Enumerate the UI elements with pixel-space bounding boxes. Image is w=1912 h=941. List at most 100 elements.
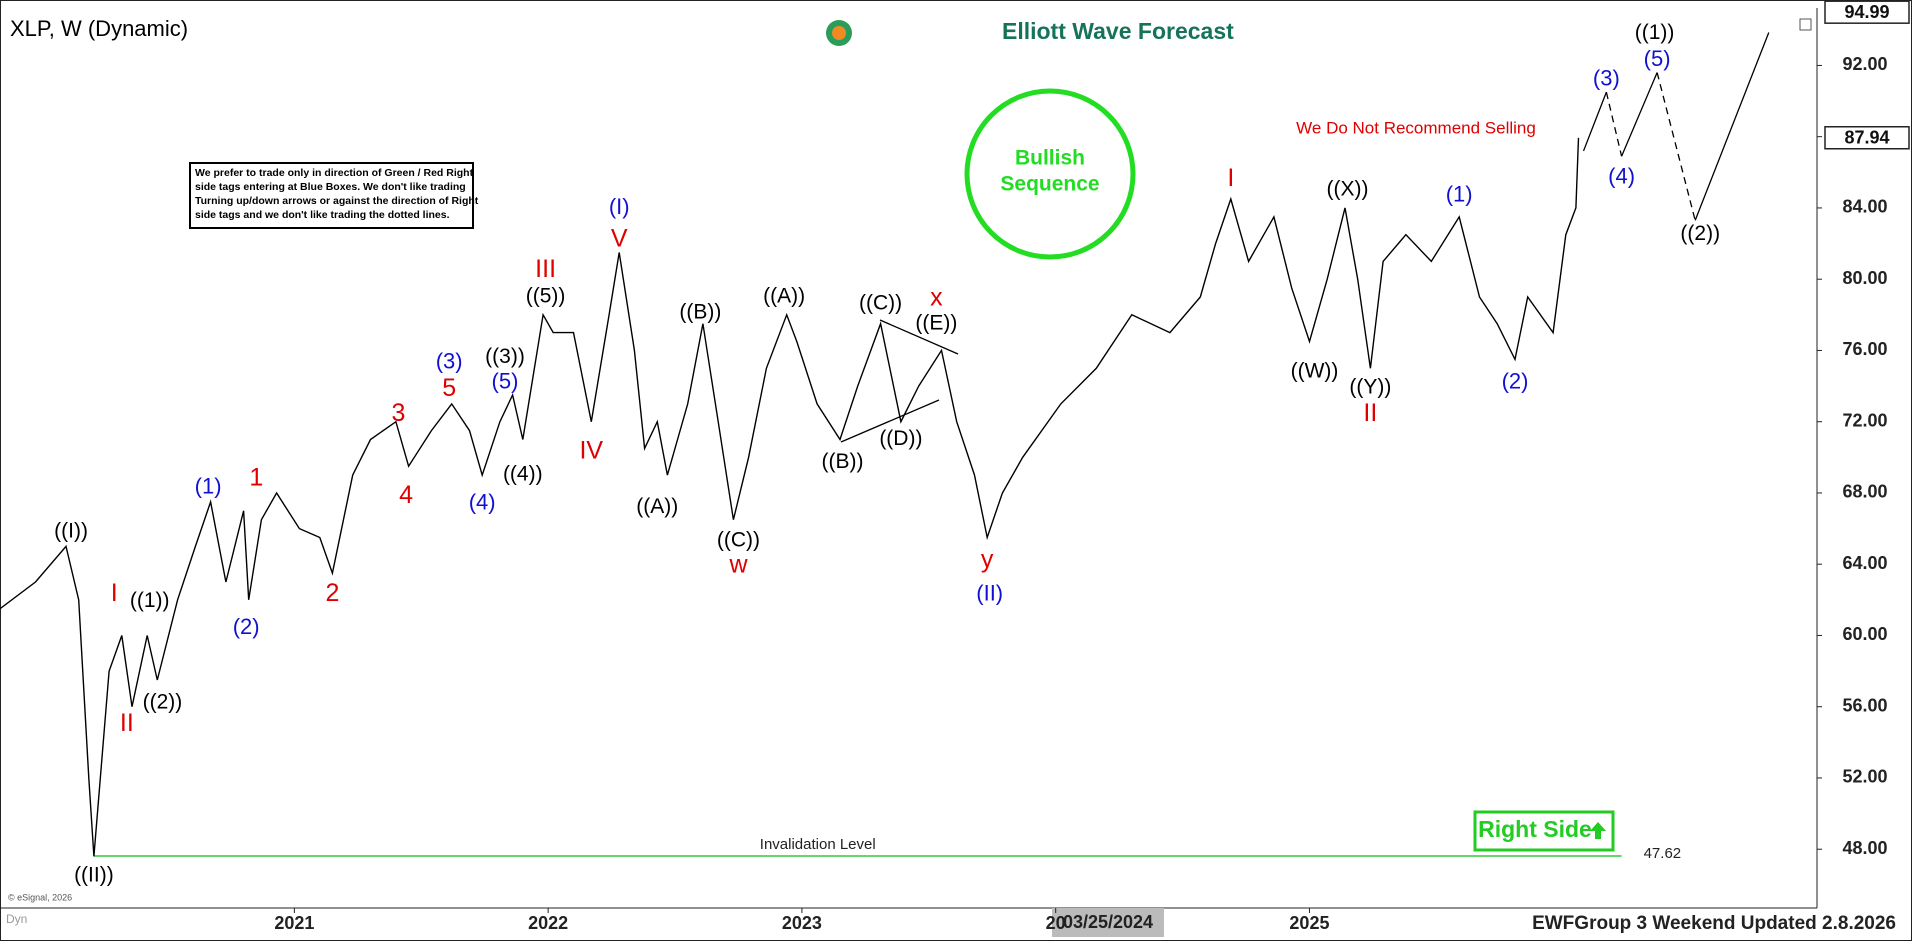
disclaimer-line: We prefer to trade only in direction of … (195, 167, 474, 179)
y-tick-label: 72.00 (1842, 410, 1887, 430)
logo-icon-core (832, 26, 846, 40)
wave-label: 1 (249, 463, 263, 491)
price-box-label: 94.99 (1844, 2, 1889, 22)
y-tick-label: 52.00 (1842, 767, 1887, 787)
wave-label: (4) (469, 489, 496, 514)
wave-label: 3 (391, 399, 405, 427)
dyn-label: Dyn (6, 912, 27, 926)
wave-label: ((Y)) (1349, 375, 1391, 398)
disclaimer-box: We prefer to trade only in direction of … (189, 162, 479, 229)
price-box (1824, 126, 1910, 150)
wave-label: (1) (1446, 181, 1473, 206)
wave-label: 4 (399, 481, 413, 509)
x-tick-label: 2021 (274, 913, 314, 933)
wave-label: IV (579, 437, 603, 465)
wave-label: ((X)) (1327, 178, 1369, 201)
triangle-line (879, 319, 959, 355)
y-tick-label: 68.00 (1842, 482, 1887, 502)
wave-label: (2) (233, 614, 260, 639)
wave-label: III (535, 255, 556, 283)
wave-label: 2 (325, 579, 339, 607)
wave-label: (I) (609, 194, 630, 219)
disclaimer-line: side tags entering at Blue Boxes. We don… (195, 181, 466, 193)
chart-title: XLP, W (Dynamic) (10, 16, 188, 41)
wave-label: ((E)) (915, 311, 957, 334)
x-tick-label: 2025 (1289, 913, 1329, 933)
bullish-text: Sequence (1000, 173, 1099, 196)
projection-segment (1620, 72, 1658, 157)
disclaimer-line: Turning up/down arrows or against the di… (195, 195, 479, 207)
price-box (1824, 0, 1910, 24)
bullish-circle (964, 88, 1136, 260)
x-tick-label: 20 (1046, 913, 1066, 933)
y-tick-label: 76.00 (1842, 339, 1887, 359)
wave-label: V (611, 225, 628, 253)
wave-label: (2) (1502, 368, 1529, 393)
wave-label: x (930, 283, 943, 311)
wave-label: 5 (442, 374, 456, 402)
invalidation-label: Invalidation Level (760, 836, 876, 853)
y-tick-label: 92.00 (1842, 54, 1887, 74)
wave-label: II (120, 709, 134, 737)
x-tick-label: 2023 (782, 913, 822, 933)
wave-label: (3) (436, 349, 463, 374)
wave-label: (5) (1644, 46, 1671, 71)
projection-segment (1656, 72, 1696, 221)
disclaimer-line: side tags and we don't like trading the … (195, 209, 450, 221)
triangle-line (840, 399, 940, 443)
wave-label: (3) (1593, 66, 1620, 91)
window-icon (1799, 18, 1812, 31)
y-tick-label: 80.00 (1842, 268, 1887, 288)
crosshair-box (1052, 908, 1164, 937)
wave-label: (4) (1608, 163, 1635, 188)
wave-label: ((1)) (1635, 21, 1675, 44)
wave-label: ((1)) (130, 589, 170, 612)
wave-label: (1) (195, 473, 222, 498)
price-box-label: 87.94 (1844, 128, 1889, 148)
wave-label: (5) (492, 368, 519, 393)
footer-text: EWFGroup 3 Weekend Updated 2.8.2026 (1532, 913, 1896, 934)
wave-label: ((I)) (54, 520, 88, 543)
wave-label: ((2)) (143, 691, 183, 714)
wave-label: ((2)) (1680, 222, 1720, 245)
y-tick-label: 64.00 (1842, 553, 1887, 573)
wave-label: ((II)) (74, 863, 114, 886)
y-tick-label: 48.00 (1842, 838, 1887, 858)
wave-label: ((C)) (859, 292, 902, 315)
wave-label: II (1363, 399, 1377, 427)
wave-label: ((W)) (1291, 359, 1339, 382)
wave-label: (II) (976, 580, 1003, 605)
wave-label: ((4)) (503, 463, 543, 486)
wave-label: ((C)) (717, 529, 760, 552)
warning-text: We Do Not Recommend Selling (1296, 118, 1536, 137)
wave-label: ((5)) (526, 285, 566, 308)
wave-label: ((3)) (485, 345, 525, 368)
wave-label: ((D)) (879, 427, 922, 450)
wave-label: ((A)) (763, 285, 805, 308)
y-tick-label: 60.00 (1842, 624, 1887, 644)
bullish-text: Bullish (1015, 147, 1085, 170)
projection-segment (1605, 92, 1623, 157)
wave-label: ((A)) (636, 495, 678, 518)
wave-label: w (728, 551, 748, 579)
wave-label: ((B)) (679, 301, 721, 324)
wave-label: ((B)) (822, 450, 864, 473)
projection-segment (1694, 32, 1770, 221)
copyright: © eSignal, 2026 (8, 892, 72, 902)
wave-label: y (981, 545, 994, 573)
x-tick-label: 2022 (528, 913, 568, 933)
projection-segment (1582, 91, 1607, 152)
right-side-text: Right Side (1478, 816, 1592, 842)
invalidation-value: 47.62 (1644, 845, 1682, 862)
price-line (0, 137, 1580, 857)
wave-label: I (1227, 164, 1234, 192)
wave-label: I (111, 579, 118, 607)
crosshair-label: 03/25/2024 (1063, 912, 1153, 932)
logo-text: Elliott Wave Forecast (1002, 18, 1234, 44)
up-arrow-icon (1590, 822, 1606, 839)
y-tick-label: 84.00 (1842, 197, 1887, 217)
y-tick-label: 56.00 (1842, 695, 1887, 715)
